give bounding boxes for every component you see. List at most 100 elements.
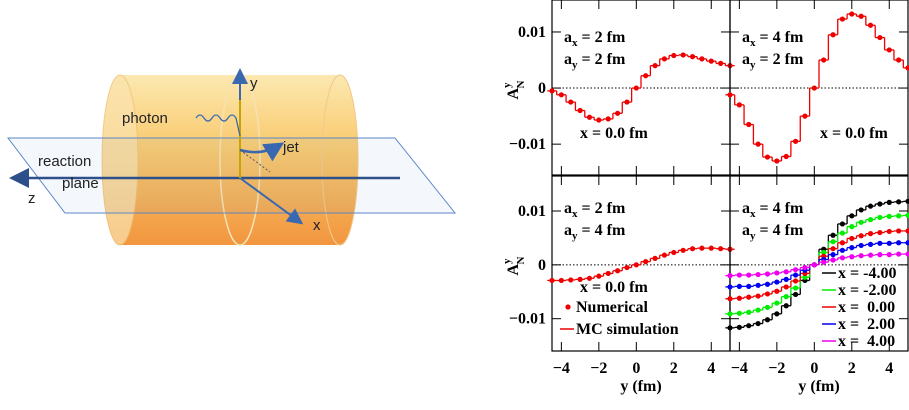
annotation: ax = 2 fm xyxy=(564,29,626,49)
marker xyxy=(774,311,779,316)
marker xyxy=(765,291,770,296)
marker xyxy=(624,99,629,104)
legend-label: x = -4.00 xyxy=(838,265,896,282)
marker xyxy=(849,236,854,241)
annotation-rest: = 4 fm xyxy=(756,200,804,217)
x-tick-label: 2 xyxy=(848,360,856,377)
marker xyxy=(877,201,882,206)
y-label-sup: y xyxy=(501,82,513,88)
marker xyxy=(840,240,845,245)
marker xyxy=(746,323,751,328)
x-tick-label: −2 xyxy=(590,360,607,377)
marker xyxy=(812,85,817,90)
marker xyxy=(690,54,695,59)
marker xyxy=(896,213,901,218)
marker xyxy=(905,240,909,245)
annotation-base: a xyxy=(564,51,572,68)
marker xyxy=(671,53,676,58)
marker xyxy=(746,272,751,277)
marker xyxy=(756,293,761,298)
marker xyxy=(868,253,873,258)
legend-label: MC simulation xyxy=(576,321,679,338)
legend-label: x = 2.00 xyxy=(838,316,895,333)
marker xyxy=(727,311,732,316)
marker xyxy=(840,230,845,235)
y-tick-label: −0.01 xyxy=(509,311,546,328)
marker xyxy=(868,23,873,28)
marker xyxy=(578,108,583,113)
marker xyxy=(774,270,779,275)
marker xyxy=(737,325,742,330)
label: x xyxy=(313,217,321,234)
figure: photon jet y reaction plane z x −0.0100.… xyxy=(0,0,909,410)
marker xyxy=(896,251,901,256)
marker xyxy=(849,245,854,250)
marker xyxy=(746,284,751,289)
annotation-base: a xyxy=(742,222,750,239)
marker xyxy=(868,231,873,236)
label: z xyxy=(28,190,36,207)
marker xyxy=(596,117,601,122)
marker xyxy=(699,56,704,61)
marker xyxy=(727,325,732,330)
marker xyxy=(727,92,732,97)
annotation: x = 0.0 fm xyxy=(580,125,648,142)
marker xyxy=(746,295,751,300)
marker xyxy=(784,277,789,282)
y-label-sub: N xyxy=(515,256,527,264)
marker xyxy=(765,154,770,159)
annotation-rest: = 2 fm xyxy=(578,29,626,46)
annotation-rest: = 2 fm xyxy=(756,51,804,68)
marker xyxy=(784,284,789,289)
marker xyxy=(840,248,845,253)
marker xyxy=(830,32,835,37)
label: reaction xyxy=(38,153,91,170)
x-tick-label: 4 xyxy=(885,360,893,377)
x-tick-label: 4 xyxy=(707,360,715,377)
annotation-rest: = 4 fm xyxy=(578,222,626,239)
marker xyxy=(793,272,798,277)
marker xyxy=(840,221,845,226)
x-tick-label: −4 xyxy=(553,360,570,377)
legend-label: Numerical xyxy=(576,299,649,316)
annotation-base: a xyxy=(564,29,572,46)
marker xyxy=(877,35,882,40)
marker xyxy=(793,292,798,297)
marker xyxy=(840,16,845,21)
annotation: ax = 4 fm xyxy=(742,29,804,49)
y-tick-label: −0.01 xyxy=(509,136,546,153)
marker xyxy=(774,300,779,305)
legend-marker xyxy=(565,304,570,309)
annotation: ax = 4 fm xyxy=(742,200,804,220)
marker xyxy=(887,241,892,246)
annotation-base: a xyxy=(564,222,572,239)
marker xyxy=(821,260,826,265)
annotation-rest: = 2 fm xyxy=(578,51,626,68)
label: photon xyxy=(122,110,168,127)
annotation-base: a xyxy=(742,200,750,217)
y-tick-label: 0.01 xyxy=(518,24,546,41)
marker xyxy=(681,52,686,57)
panel: −0.0100.01−4−2024y (fm)AyNax = 2 fmay = … xyxy=(501,176,735,395)
marker xyxy=(784,269,789,274)
annotation-rest: = 4 fm xyxy=(756,29,804,46)
marker xyxy=(830,239,835,244)
legend-label: x = 4.00 xyxy=(838,333,895,350)
marker xyxy=(793,139,798,144)
marker xyxy=(727,284,732,289)
marker xyxy=(905,65,909,70)
marker xyxy=(718,61,723,66)
marker xyxy=(812,262,817,267)
marker xyxy=(887,200,892,205)
marker xyxy=(887,252,892,257)
x-tick-label: 0 xyxy=(632,360,640,377)
y-label-sup: y xyxy=(501,258,513,264)
marker xyxy=(802,114,807,119)
marker xyxy=(774,289,779,294)
marker xyxy=(727,296,732,301)
marker xyxy=(849,254,854,259)
marker xyxy=(802,265,807,270)
x-axis-label: y (fm) xyxy=(798,378,839,395)
marker xyxy=(746,122,751,127)
